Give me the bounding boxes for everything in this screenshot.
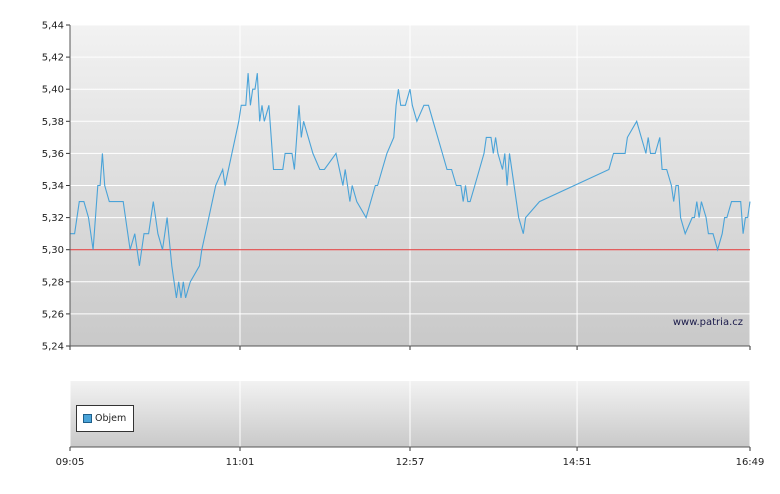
series-layer — [70, 73, 751, 299]
price-series-line — [70, 73, 751, 299]
axes: 5,24 5,26 5,28 5,30 5,32 5,34 5,36 5,38 5,40 5,42… — [42, 21, 765, 469]
y-tick-label: 5,26 — [42, 309, 64, 320]
volume-legend-swatch — [83, 414, 92, 423]
x-tick-label: 11:01 — [226, 457, 255, 468]
volume-legend-label: Objem — [95, 413, 127, 424]
y-tick-label: 5,40 — [42, 85, 64, 96]
x-tick-label: 16:49 — [736, 457, 765, 468]
y-tick-label: 5,28 — [42, 277, 64, 288]
y-tick-label: 5,44 — [42, 21, 64, 32]
y-tick-label: 5,24 — [42, 342, 64, 353]
y-tick-label: 5,30 — [42, 245, 64, 256]
x-tick-label: 14:51 — [563, 457, 592, 468]
y-tick-label: 5,32 — [42, 213, 64, 224]
x-tick-label: 12:57 — [396, 457, 425, 468]
y-tick-label: 5,38 — [42, 117, 64, 128]
volume-legend: Objem — [76, 405, 134, 432]
y-tick-label: 5,34 — [42, 181, 64, 192]
x-tick-label: 09:05 — [56, 457, 85, 468]
watermark-text: www.patria.cz — [672, 317, 743, 328]
y-tick-label: 5,36 — [42, 149, 64, 160]
y-tick-label: 5,42 — [42, 53, 64, 64]
